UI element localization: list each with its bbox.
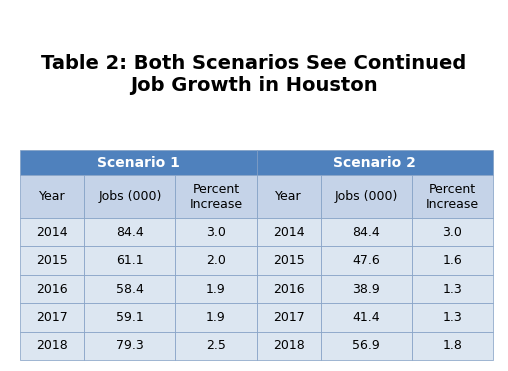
Bar: [84, 246, 175, 275]
Text: Table 2: Both Scenarios See Continued
Job Growth in Houston: Table 2: Both Scenarios See Continued Jo…: [41, 54, 467, 95]
Text: Jobs (000): Jobs (000): [334, 190, 398, 203]
Bar: [257, 218, 321, 246]
Text: 47.6: 47.6: [352, 254, 380, 267]
Bar: [411, 175, 493, 218]
Text: Year: Year: [39, 190, 66, 203]
Bar: [20, 246, 84, 275]
Text: Jobs (000): Jobs (000): [98, 190, 162, 203]
Bar: [321, 175, 411, 218]
Text: 1.3: 1.3: [442, 311, 462, 324]
Bar: [321, 332, 411, 360]
Text: 2.0: 2.0: [206, 254, 226, 267]
Bar: [175, 218, 257, 246]
Bar: [321, 275, 411, 303]
Text: 2014: 2014: [273, 226, 304, 239]
Text: 41.4: 41.4: [352, 311, 380, 324]
Text: 2018: 2018: [37, 339, 68, 352]
Text: 3.0: 3.0: [206, 226, 226, 239]
Text: Scenario 1: Scenario 1: [97, 156, 180, 170]
Text: 2018: 2018: [273, 339, 304, 352]
Text: Percent
Increase: Percent Increase: [426, 183, 479, 211]
Text: Scenario 2: Scenario 2: [333, 156, 416, 170]
Bar: [175, 175, 257, 218]
Text: 1.3: 1.3: [442, 282, 462, 296]
Bar: [257, 275, 321, 303]
Text: 84.4: 84.4: [116, 226, 144, 239]
Text: 2015: 2015: [273, 254, 304, 267]
Bar: [411, 218, 493, 246]
Bar: [20, 150, 257, 175]
Text: 3.0: 3.0: [442, 226, 462, 239]
Text: 2016: 2016: [37, 282, 68, 296]
Text: 38.9: 38.9: [352, 282, 380, 296]
Text: 2014: 2014: [37, 226, 68, 239]
Text: 56.9: 56.9: [352, 339, 380, 352]
Bar: [411, 275, 493, 303]
Bar: [321, 246, 411, 275]
Bar: [321, 303, 411, 332]
Text: 2016: 2016: [273, 282, 304, 296]
Bar: [20, 175, 84, 218]
Text: 2.5: 2.5: [206, 339, 226, 352]
Text: Year: Year: [275, 190, 302, 203]
Bar: [84, 303, 175, 332]
Bar: [411, 332, 493, 360]
Bar: [20, 275, 84, 303]
Bar: [175, 303, 257, 332]
Text: 1.9: 1.9: [206, 282, 226, 296]
Bar: [257, 332, 321, 360]
Bar: [20, 332, 84, 360]
Bar: [20, 218, 84, 246]
Text: 84.4: 84.4: [352, 226, 380, 239]
Bar: [84, 275, 175, 303]
Text: 2015: 2015: [37, 254, 68, 267]
Text: 61.1: 61.1: [116, 254, 144, 267]
Bar: [257, 150, 493, 175]
Bar: [84, 218, 175, 246]
Bar: [411, 303, 493, 332]
Text: Percent
Increase: Percent Increase: [189, 183, 242, 211]
Bar: [257, 303, 321, 332]
Text: 1.9: 1.9: [206, 311, 226, 324]
Bar: [175, 275, 257, 303]
Bar: [257, 175, 321, 218]
Text: 1.6: 1.6: [442, 254, 462, 267]
Bar: [20, 303, 84, 332]
Bar: [84, 175, 175, 218]
Text: 58.4: 58.4: [116, 282, 144, 296]
Text: 1.8: 1.8: [442, 339, 462, 352]
Text: 2017: 2017: [37, 311, 68, 324]
Text: 2017: 2017: [273, 311, 304, 324]
Bar: [411, 246, 493, 275]
Bar: [175, 246, 257, 275]
Text: 59.1: 59.1: [116, 311, 144, 324]
Bar: [84, 332, 175, 360]
Text: 79.3: 79.3: [116, 339, 144, 352]
Bar: [257, 246, 321, 275]
Bar: [321, 218, 411, 246]
Bar: [175, 332, 257, 360]
